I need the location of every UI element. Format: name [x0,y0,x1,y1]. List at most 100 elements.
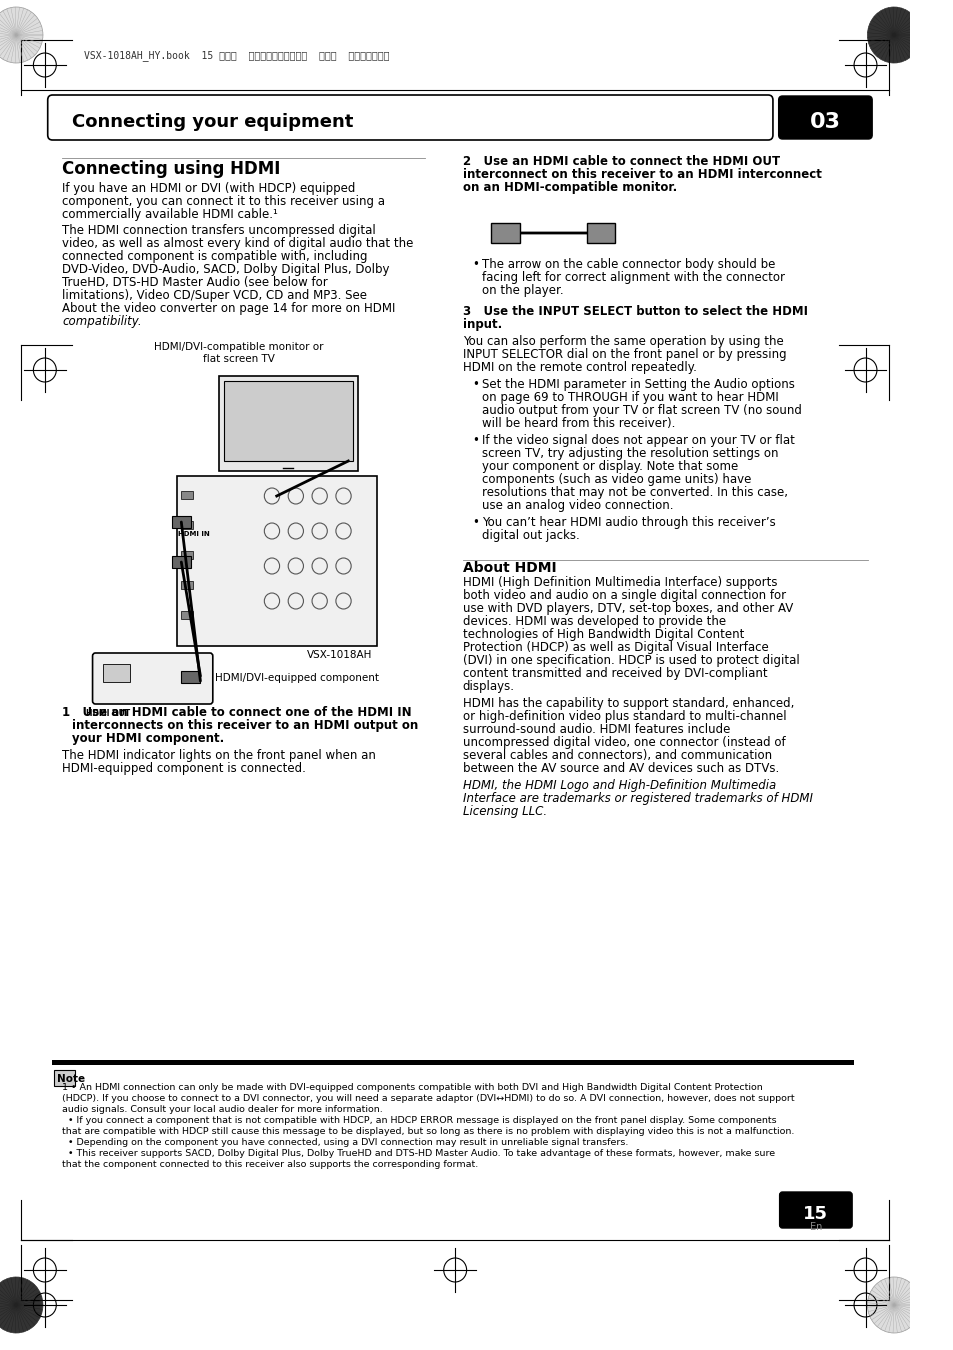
Text: Interface are trademarks or registered trademarks of HDMI: Interface are trademarks or registered t… [462,792,812,805]
Text: displays.: displays. [462,680,515,693]
Bar [54,1071,75,1085]
Text: devices. HDMI was developed to provide the: devices. HDMI was developed to provide t… [462,616,725,628]
FancyBboxPatch shape [48,95,772,140]
Bar [181,612,193,620]
Text: interconnect on this receiver to an HDMI interconnect: interconnect on this receiver to an HDMI… [462,167,821,181]
Text: The arrow on the cable connector body should be: The arrow on the cable connector body sh… [481,258,775,271]
FancyArrowPatch shape [513,227,599,239]
Text: 1   Use an HDMI cable to connect one of the HDMI IN: 1 Use an HDMI cable to connect one of th… [62,706,411,720]
Text: use an analog video connection.: use an analog video connection. [481,500,673,512]
Text: INPUT SELECTOR dial on the front panel or by pressing: INPUT SELECTOR dial on the front panel o… [462,348,785,360]
Circle shape [866,7,920,63]
Text: The HDMI connection transfers uncompressed digital: The HDMI connection transfers uncompress… [62,224,375,238]
Bar [181,671,200,683]
Text: DVD-Video, DVD-Audio, SACD, Dolby Digital Plus, Dolby: DVD-Video, DVD-Audio, SACD, Dolby Digita… [62,263,389,275]
FancyBboxPatch shape [778,96,871,139]
Text: content transmitted and received by DVI-compliant: content transmitted and received by DVI-… [462,667,766,680]
Text: Protection (HDCP) as well as Digital Visual Interface: Protection (HDCP) as well as Digital Vis… [462,641,768,653]
Text: HDMI has the capability to support standard, enhanced,: HDMI has the capability to support stand… [462,697,793,710]
Text: resolutions that may not be converted. In this case,: resolutions that may not be converted. I… [481,486,787,500]
Text: 2   Use an HDMI cable to connect the HDMI OUT: 2 Use an HDMI cable to connect the HDMI … [462,155,780,167]
Text: screen TV, try adjusting the resolution settings on: screen TV, try adjusting the resolution … [481,447,778,460]
Text: If you have an HDMI or DVI (with HDCP) equipped: If you have an HDMI or DVI (with HDCP) e… [62,182,355,194]
Text: HDMI, the HDMI Logo and High-Definition Multimedia: HDMI, the HDMI Logo and High-Definition … [462,779,775,792]
Circle shape [866,1277,920,1332]
Text: The HDMI indicator lights on the front panel when an: The HDMI indicator lights on the front p… [62,749,375,761]
Bar [103,664,130,682]
Text: use with DVD players, DTV, set-top boxes, and other AV: use with DVD players, DTV, set-top boxes… [462,602,792,616]
Text: surround-sound audio. HDMI features include: surround-sound audio. HDMI features incl… [462,724,729,736]
Text: •: • [472,258,478,271]
Text: You can’t hear HDMI audio through this receiver’s: You can’t hear HDMI audio through this r… [481,516,775,529]
Text: • Depending on the component you have connected, using a DVI connection may resu: • Depending on the component you have co… [62,1138,628,1148]
Bar [172,556,191,568]
Text: 03: 03 [809,112,840,132]
Text: Set the HDMI parameter in Setting the Audio options: Set the HDMI parameter in Setting the Au… [481,378,794,392]
Text: facing left for correct alignment with the connector: facing left for correct alignment with t… [481,271,784,284]
Text: several cables and connectors), and communication: several cables and connectors), and comm… [462,749,771,761]
Text: compatibility.: compatibility. [62,315,141,328]
Bar [52,1060,853,1065]
Text: on the player.: on the player. [481,284,563,297]
Text: your component or display. Note that some: your component or display. Note that som… [481,460,738,472]
Text: audio output from your TV or flat screen TV (no sound: audio output from your TV or flat screen… [481,404,801,417]
Text: (HDCP). If you choose to connect to a DVI connector, you will need a separate ad: (HDCP). If you choose to connect to a DV… [62,1094,794,1103]
Text: HDMI (High Definition Multimedia Interface) supports: HDMI (High Definition Multimedia Interfa… [462,576,777,589]
Text: •: • [472,433,478,447]
Text: HDMI OUT: HDMI OUT [86,709,130,718]
Text: uncompressed digital video, one connector (instead of: uncompressed digital video, one connecto… [462,736,784,749]
Text: VSX-1018AH_HY.book  15 ページ  ２００８年４月１６日  水曜日  午後７時２５分: VSX-1018AH_HY.book 15 ページ ２００８年４月１６日 水曜日… [84,50,389,61]
Text: Note: Note [57,1075,85,1084]
Text: 3   Use the INPUT SELECT button to select the HDMI: 3 Use the INPUT SELECT button to select … [462,305,807,319]
Bar [181,551,193,559]
Text: If the video signal does not appear on your TV or flat: If the video signal does not appear on y… [481,433,794,447]
Text: About the video converter on page 14 for more on HDMI: About the video converter on page 14 for… [62,302,395,315]
Bar [172,516,191,528]
Text: interconnects on this receiver to an HDMI output on: interconnects on this receiver to an HDM… [71,720,417,732]
Text: (DVI) in one specification. HDCP is used to protect digital: (DVI) in one specification. HDCP is used… [462,653,799,667]
Text: between the AV source and AV devices such as DTVs.: between the AV source and AV devices suc… [462,761,779,775]
Circle shape [0,1277,43,1332]
Text: Connecting your equipment: Connecting your equipment [71,113,353,131]
Text: About HDMI: About HDMI [462,562,556,575]
Text: your HDMI component.: your HDMI component. [71,732,224,745]
Text: TrueHD, DTS-HD Master Audio (see below for: TrueHD, DTS-HD Master Audio (see below f… [62,275,328,289]
Text: that the component connected to this receiver also supports the corresponding fo: that the component connected to this rec… [62,1160,477,1169]
Bar [176,477,376,647]
Text: HDMI-equipped component is connected.: HDMI-equipped component is connected. [62,761,306,775]
Text: En: En [809,1222,821,1233]
Text: Licensing LLC.: Licensing LLC. [462,805,546,818]
FancyBboxPatch shape [219,377,357,471]
Text: limitations), Video CD/Super VCD, CD and MP3. See: limitations), Video CD/Super VCD, CD and… [62,289,367,302]
Text: You can also perform the same operation by using the: You can also perform the same operation … [462,335,782,348]
Text: component, you can connect it to this receiver using a: component, you can connect it to this re… [62,194,385,208]
Text: commercially available HDMI cable.¹: commercially available HDMI cable.¹ [62,208,277,221]
Bar [181,521,193,529]
Text: technologies of High Bandwidth Digital Content: technologies of High Bandwidth Digital C… [462,628,743,641]
FancyBboxPatch shape [92,653,213,703]
Text: HDMI/DVI-compatible monitor or
flat screen TV: HDMI/DVI-compatible monitor or flat scre… [153,342,323,363]
Text: audio signals. Consult your local audio dealer for more information.: audio signals. Consult your local audio … [62,1106,382,1114]
Text: Connecting using HDMI: Connecting using HDMI [62,161,280,178]
FancyBboxPatch shape [779,1192,851,1228]
Bar [181,580,193,589]
Text: 1 • An HDMI connection can only be made with DVI-equipped components compatible : 1 • An HDMI connection can only be made … [62,1083,762,1092]
Circle shape [0,7,43,63]
Text: connected component is compatible with, including: connected component is compatible with, … [62,250,367,263]
Text: •: • [472,378,478,392]
Text: 15: 15 [802,1206,827,1223]
Text: components (such as video game units) have: components (such as video game units) ha… [481,472,750,486]
Text: video, as well as almost every kind of digital audio that the: video, as well as almost every kind of d… [62,238,413,250]
Text: or high-definition video plus standard to multi-channel: or high-definition video plus standard t… [462,710,785,724]
Bar [224,381,353,460]
Text: that are compatible with HDCP still cause this message to be displayed, but so l: that are compatible with HDCP still caus… [62,1127,794,1135]
Text: •: • [472,516,478,529]
Bar [586,223,615,243]
Text: • If you connect a component that is not compatible with HDCP, an HDCP ERROR mes: • If you connect a component that is not… [62,1116,776,1125]
Text: HDMI/DVI-equipped component: HDMI/DVI-equipped component [214,674,378,683]
Text: • This receiver supports SACD, Dolby Digital Plus, Dolby TrueHD and DTS-HD Maste: • This receiver supports SACD, Dolby Dig… [62,1149,775,1158]
Text: digital out jacks.: digital out jacks. [481,529,579,541]
Text: on page 69 to THROUGH if you want to hear HDMI: on page 69 to THROUGH if you want to hea… [481,392,778,404]
Text: input.: input. [462,319,501,331]
Text: will be heard from this receiver).: will be heard from this receiver). [481,417,675,431]
